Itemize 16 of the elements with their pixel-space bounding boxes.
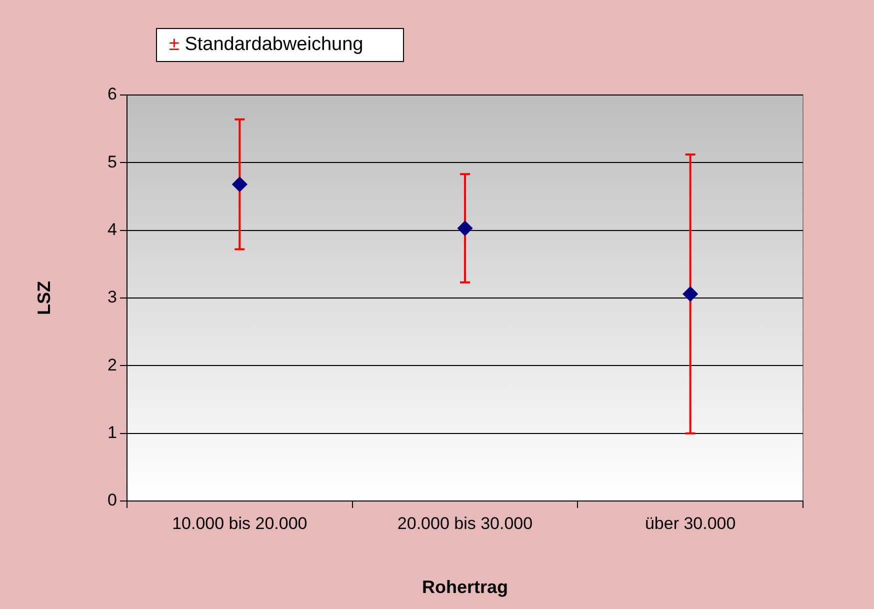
- y-tick-label: 0: [108, 490, 117, 510]
- y-axis-title: LSZ: [34, 281, 54, 315]
- x-axis-title: Rohertrag: [422, 577, 508, 598]
- y-tick-label: 1: [108, 423, 117, 442]
- y-tick-label: 6: [108, 84, 117, 104]
- point: [232, 176, 248, 192]
- x-tick-label: über 30.000: [644, 514, 736, 533]
- point: [682, 286, 698, 302]
- y-tick-label: 3: [108, 288, 117, 307]
- x-tick-label: 10.000 bis 20.000: [172, 514, 308, 533]
- y-tick-label: 2: [108, 355, 117, 374]
- text: ± Standardabweichung: [169, 34, 364, 55]
- y-tick-label: 4: [108, 220, 117, 240]
- x-tick-label: 20.000 bis 30.000: [397, 514, 533, 533]
- point: [458, 220, 472, 236]
- y-tick-label: 5: [108, 152, 117, 172]
